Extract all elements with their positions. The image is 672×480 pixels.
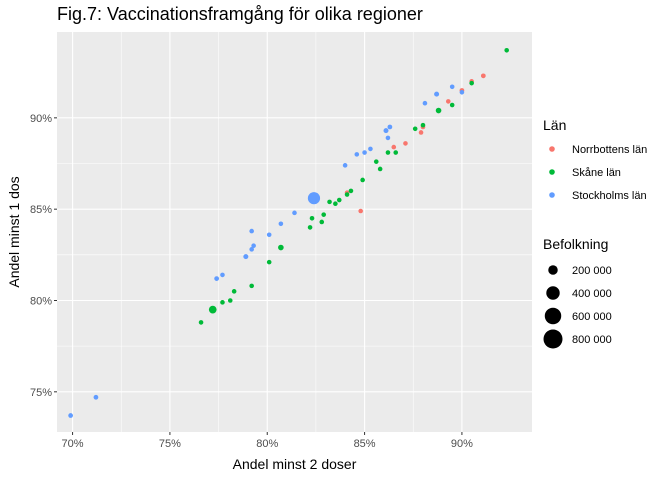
data-point bbox=[231, 289, 237, 294]
data-point bbox=[469, 80, 474, 86]
y-tick-label: 85% bbox=[30, 204, 52, 216]
x-axis-title: Andel minst 2 doser bbox=[233, 456, 357, 472]
x-tick-label: 75% bbox=[159, 438, 181, 450]
legend-size-label: 600 000 bbox=[572, 311, 612, 323]
legend-size-swatch bbox=[548, 265, 558, 275]
color-legend-title: Län bbox=[543, 117, 566, 133]
data-point bbox=[449, 84, 455, 90]
legend-color-swatch bbox=[549, 169, 555, 175]
size-legend: Befolkning 200 000 400 000 600 000 800 000 bbox=[543, 236, 612, 349]
data-point bbox=[198, 320, 204, 325]
legend-size-label: 800 000 bbox=[572, 334, 612, 346]
data-point bbox=[391, 144, 397, 150]
data-point bbox=[368, 146, 373, 152]
x-tick-label: 90% bbox=[451, 438, 473, 450]
chart-title: Fig.7: Vaccinationsframgång för olika re… bbox=[57, 4, 423, 24]
legend-color-label: Skåne län bbox=[572, 167, 621, 179]
data-point bbox=[243, 254, 249, 260]
data-point bbox=[354, 152, 360, 157]
y-tick-label: 75% bbox=[30, 387, 52, 399]
data-point bbox=[480, 73, 486, 79]
data-point bbox=[393, 150, 399, 155]
minor-gridlines bbox=[57, 32, 532, 432]
data-point bbox=[422, 100, 428, 106]
data-point bbox=[360, 177, 365, 183]
data-point bbox=[459, 89, 465, 95]
data-point bbox=[342, 163, 348, 168]
data-point bbox=[266, 259, 272, 265]
data-point bbox=[412, 126, 418, 132]
data-point bbox=[445, 99, 451, 104]
data-point bbox=[418, 130, 424, 135]
data-point bbox=[249, 228, 254, 234]
data-point bbox=[434, 91, 440, 97]
data-point bbox=[220, 300, 225, 305]
data-points bbox=[68, 47, 509, 418]
data-point bbox=[208, 305, 217, 314]
major-gridlines bbox=[57, 32, 532, 432]
data-point bbox=[504, 47, 509, 53]
data-point bbox=[327, 199, 332, 205]
legend-color-label: Norrbottens län bbox=[572, 144, 647, 156]
data-point bbox=[292, 210, 297, 216]
data-point bbox=[319, 219, 325, 225]
x-axis-ticks: 70% 75% 80% 85% 90% bbox=[62, 432, 473, 450]
data-point bbox=[307, 225, 313, 230]
legend-size-label: 400 000 bbox=[572, 288, 612, 300]
x-tick-label: 80% bbox=[256, 438, 278, 450]
data-point bbox=[249, 283, 254, 289]
color-legend: Län Norrbottens län Skåne län Stockholms l… bbox=[543, 117, 647, 204]
data-point bbox=[377, 166, 383, 172]
y-axis-ticks: 75% 80% 85% 90% bbox=[30, 113, 57, 399]
data-point bbox=[333, 201, 338, 206]
data-point bbox=[93, 394, 99, 400]
data-point bbox=[307, 192, 321, 205]
data-point bbox=[362, 150, 367, 155]
data-point bbox=[227, 298, 233, 303]
data-point bbox=[278, 221, 284, 227]
data-point bbox=[68, 413, 74, 418]
legend-size-label: 200 000 bbox=[572, 265, 612, 277]
data-point bbox=[383, 128, 389, 134]
data-point bbox=[344, 192, 350, 197]
data-point bbox=[266, 232, 272, 238]
data-point bbox=[435, 107, 442, 114]
data-point bbox=[449, 102, 455, 108]
data-point bbox=[336, 197, 342, 203]
legend-color-label: Stockholms län bbox=[572, 190, 647, 202]
legend-color-swatch bbox=[549, 192, 555, 198]
y-axis-title: Andel minst 1 dos bbox=[6, 176, 22, 287]
data-point bbox=[214, 276, 220, 281]
data-point bbox=[249, 247, 254, 252]
legend-size-swatch bbox=[546, 286, 560, 300]
plot-panel bbox=[57, 32, 532, 432]
x-tick-label: 85% bbox=[354, 438, 376, 450]
data-point bbox=[373, 159, 379, 164]
data-point bbox=[385, 150, 391, 155]
data-point bbox=[358, 208, 363, 214]
data-point bbox=[220, 272, 225, 278]
data-point bbox=[403, 141, 408, 146]
data-point bbox=[385, 135, 391, 141]
data-point bbox=[321, 212, 327, 217]
y-tick-label: 80% bbox=[30, 295, 52, 307]
data-point bbox=[309, 216, 315, 221]
data-point bbox=[251, 243, 256, 248]
size-legend-title: Befolkning bbox=[543, 236, 608, 252]
data-point bbox=[278, 244, 284, 251]
data-point bbox=[387, 124, 393, 130]
data-point bbox=[420, 122, 426, 128]
data-point bbox=[348, 188, 354, 194]
legend-size-swatch bbox=[543, 329, 563, 349]
x-tick-label: 70% bbox=[62, 438, 84, 450]
legend-size-swatch bbox=[544, 307, 562, 325]
y-tick-label: 90% bbox=[30, 113, 52, 125]
legend-color-swatch bbox=[549, 146, 555, 152]
